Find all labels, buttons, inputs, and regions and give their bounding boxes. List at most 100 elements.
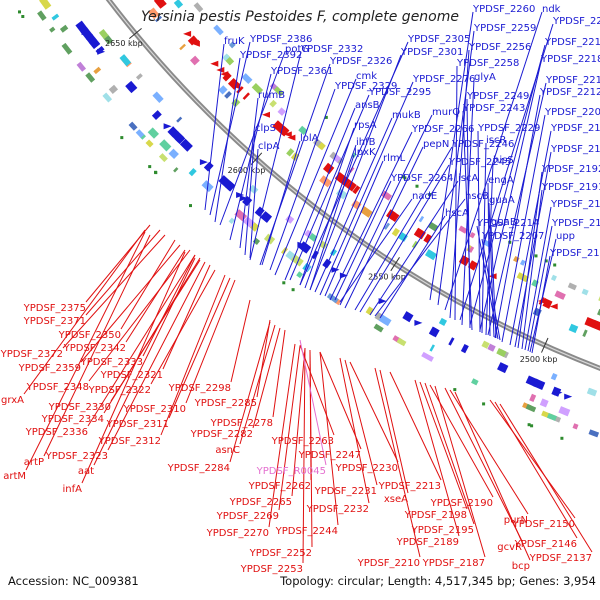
gene-label-ypdsf-2371[interactable]: YPDSF_2371 xyxy=(23,316,86,327)
gene-label-ypdsf-2247[interactable]: YPDSF_2247 xyxy=(298,450,361,461)
gene-label-ypdsf-2191[interactable]: YPDSF_2191 xyxy=(541,182,600,193)
gene-label-lpxk[interactable]: lpxK xyxy=(354,147,376,158)
gene-label-ypdsf-2175[interactable]: YPDSF_2175 xyxy=(549,248,600,259)
gene-label-ypdsf-2262[interactable]: YPDSF_2262 xyxy=(248,481,311,492)
gene-label-ypdsf-2150[interactable]: YPDSF_2150 xyxy=(512,519,575,530)
gene-label-iscr[interactable]: iscR xyxy=(486,135,506,146)
gene-label-ypdsf-2266[interactable]: YPDSF_2266 xyxy=(411,124,474,135)
gene-label-upp[interactable]: upp xyxy=(556,231,575,242)
gene-label-grxa[interactable]: grxA xyxy=(1,395,24,406)
gene-label-ypdsf-2249[interactable]: YPDSF_2249 xyxy=(466,91,529,102)
gene-label-guaa[interactable]: guaA xyxy=(489,195,515,206)
gene-label-ypdsf-2310[interactable]: YPDSF_2310 xyxy=(123,404,186,415)
gene-label-ypdsf-2311[interactable]: YPDSF_2311 xyxy=(106,419,169,430)
gene-label-ypdsf-2263[interactable]: YPDSF_2263 xyxy=(271,436,334,447)
gene-label-ypdsf-2193[interactable]: YPDSF_2193 xyxy=(550,144,600,155)
gene-label-ypdsf-2350[interactable]: YPDSF_2350 xyxy=(58,330,121,341)
gene-label-artm[interactable]: artM xyxy=(3,471,26,482)
gene-label-ypdsf-2330[interactable]: YPDSF_2330 xyxy=(48,402,111,413)
gene-label-ypdsf-2375[interactable]: YPDSF_2375 xyxy=(23,303,86,314)
gene-label-ypdsf-2244[interactable]: YPDSF_2244 xyxy=(275,526,338,537)
gene-label-ypdsf-2190[interactable]: YPDSF_2190 xyxy=(430,498,493,509)
gene-label-ypdsf-2298[interactable]: YPDSF_2298 xyxy=(168,383,231,394)
gene-label-ypdsf-2359[interactable]: YPDSF_2359 xyxy=(18,363,81,374)
gene-label-hscb[interactable]: hscB xyxy=(465,191,489,202)
gene-label-potg[interactable]: potG xyxy=(285,44,309,55)
gene-label-ypdsf-2221[interactable]: YPDSF_2221 xyxy=(552,16,600,27)
gene-label-glya[interactable]: glyA xyxy=(474,72,496,83)
gene-label-ypdsf-r0045[interactable]: YPDSF_R0045 xyxy=(256,466,326,477)
gene-label-artp[interactable]: artP xyxy=(24,457,44,468)
gene-label-ypdsf-2323[interactable]: YPDSF_2323 xyxy=(45,451,108,462)
gene-label-mukb[interactable]: mukB xyxy=(392,110,421,121)
gene-label-ypdsf-2334[interactable]: YPDSF_2334 xyxy=(41,414,104,425)
gene-label-ypdsf-2252[interactable]: YPDSF_2252 xyxy=(249,548,312,559)
gene-label-ypdsf-2253[interactable]: YPDSF_2253 xyxy=(240,564,303,575)
gene-label-ypdsf-2259[interactable]: YPDSF_2259 xyxy=(473,23,536,34)
gene-label-fruk[interactable]: fruK xyxy=(224,36,245,47)
gene-label-hsca[interactable]: hscA xyxy=(445,208,469,219)
gene-label-ypdsf-2231[interactable]: YPDSF_2231 xyxy=(314,486,377,497)
gene-label-ypdsf-2270[interactable]: YPDSF_2270 xyxy=(206,528,269,539)
gene-label-ypdsf-2137[interactable]: YPDSF_2137 xyxy=(529,553,592,564)
gene-label-ypdsf-2216[interactable]: YPDSF_2216 xyxy=(545,75,600,86)
gene-label-ypdsf-2348[interactable]: YPDSF_2348 xyxy=(26,382,89,393)
gene-label-infa[interactable]: infA xyxy=(63,484,83,495)
gene-label-ypdsf-2295[interactable]: YPDSF_2295 xyxy=(368,87,431,98)
gene-label-ypdsf-2333[interactable]: YPDSF_2333 xyxy=(80,357,143,368)
gene-label-xsea[interactable]: xseA xyxy=(384,494,408,505)
gene-label-ypdsf-2194[interactable]: YPDSF_2194 xyxy=(550,123,600,134)
gene-label-ndk[interactable]: ndk xyxy=(542,4,561,15)
gene-label-ypdsf-2260[interactable]: YPDSF_2260 xyxy=(472,4,535,15)
gene-label-ypdsf-2372[interactable]: YPDSF_2372 xyxy=(0,349,63,360)
gene-label-clpa[interactable]: clpA xyxy=(258,141,280,152)
gene-label-ypdsf-2329[interactable]: YPDSF_2329 xyxy=(334,81,397,92)
gene-label-asnc[interactable]: asnC xyxy=(215,445,240,456)
gene-label-ypdsf-2361[interactable]: YPDSF_2361 xyxy=(270,66,333,77)
gene-label-ypdsf-2229[interactable]: YPDSF_2229 xyxy=(477,123,540,134)
gene-label-ypdsf-2213[interactable]: YPDSF_2213 xyxy=(378,481,441,492)
gene-label-guab[interactable]: guaB xyxy=(491,217,517,228)
gene-label-ansb[interactable]: ansB xyxy=(355,100,380,111)
gene-label-ypdsf-2210[interactable]: YPDSF_2210 xyxy=(357,558,420,569)
gene-label-isca[interactable]: iscA xyxy=(458,173,478,184)
gene-label-clps[interactable]: clpS xyxy=(255,123,276,134)
gene-label-gcvr[interactable]: gcvR xyxy=(497,542,522,553)
gene-label-ypdsf-2312[interactable]: YPDSF_2312 xyxy=(98,436,161,447)
gene-label-bcp[interactable]: bcp xyxy=(512,561,530,572)
gene-label-ypdsf-2192[interactable]: YPDSF_2192 xyxy=(541,164,600,175)
gene-label-enga[interactable]: engA xyxy=(488,175,514,186)
gene-label-ypdsf-2209[interactable]: YPDSF_2209 xyxy=(544,107,600,118)
gene-label-ypdsf-2212[interactable]: YPDSF_2212 xyxy=(539,87,600,98)
gene-label-rlml[interactable]: rlmL xyxy=(383,153,406,164)
gene-label-ypdsf-2219[interactable]: YPDSF_2219 xyxy=(544,37,600,48)
gene-label-rpsa[interactable]: rpsA xyxy=(354,120,377,131)
gene-label-ypdsf-2232[interactable]: YPDSF_2232 xyxy=(306,504,369,515)
gene-label-ypdsf-2342[interactable]: YPDSF_2342 xyxy=(63,343,126,354)
gene-label-ypdsf-2386[interactable]: YPDSF_2386 xyxy=(249,34,312,45)
gene-label-ypdsf-2285[interactable]: YPDSF_2285 xyxy=(194,398,257,409)
gene-label-ypdsf-2198[interactable]: YPDSF_2198 xyxy=(404,510,467,521)
gene-label-ypdsf-2264[interactable]: YPDSF_2264 xyxy=(390,173,453,184)
gene-label-ypdsf-2207[interactable]: YPDSF_2207 xyxy=(481,231,544,242)
gene-label-ypdsf-2187[interactable]: YPDSF_2187 xyxy=(422,558,485,569)
gene-label-ypdsf-2245[interactable]: YPDSF_2245 xyxy=(448,157,511,168)
gene-label-ypdsf-2214[interactable]: YPDSF_2214 xyxy=(476,218,539,229)
gene-label-ypdsf-2189[interactable]: YPDSF_2189 xyxy=(396,537,459,548)
gene-label-ypdsf-2265[interactable]: YPDSF_2265 xyxy=(229,497,292,508)
gene-label-ypdsf-2258[interactable]: YPDSF_2258 xyxy=(456,58,519,69)
gene-label-ypdsf-2276[interactable]: YPDSF_2276 xyxy=(412,74,475,85)
gene-label-ypdsf-2146[interactable]: YPDSF_2146 xyxy=(514,539,577,550)
gene-label-ypdsf-2246[interactable]: YPDSF_2246 xyxy=(451,139,514,150)
gene-label-murq[interactable]: murQ xyxy=(432,107,460,118)
gene-label-ihfb[interactable]: ihfB xyxy=(356,137,376,148)
gene-label-ypdsf-2392[interactable]: YPDSF_2392 xyxy=(239,50,302,61)
gene-label-ypdsf-2218[interactable]: YPDSF_2218 xyxy=(540,54,600,65)
gene-label-rumb[interactable]: rumB xyxy=(258,90,285,101)
gene-label-ypdsf-2284[interactable]: YPDSF_2284 xyxy=(167,463,230,474)
gene-label-ypdsf-2269[interactable]: YPDSF_2269 xyxy=(216,511,279,522)
gene-label-purn[interactable]: purN xyxy=(504,515,528,526)
gene-label-ypdsf-2322[interactable]: YPDSF_2322 xyxy=(88,385,151,396)
gene-label-cmk[interactable]: cmk xyxy=(356,71,377,82)
gene-label-hiss[interactable]: hisS xyxy=(493,155,514,166)
